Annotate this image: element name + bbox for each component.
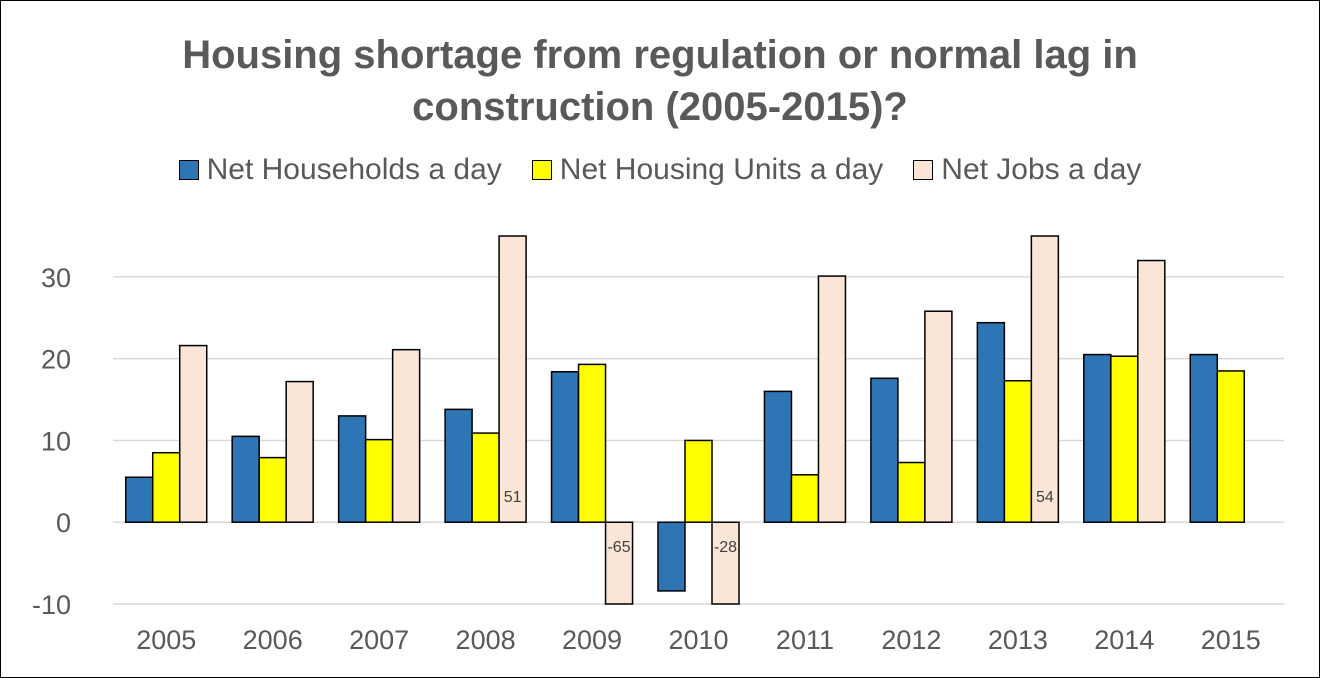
chart-title: Housing shortage from regulation or norm… xyxy=(182,33,1138,129)
bar xyxy=(1083,353,1112,523)
bar xyxy=(124,476,154,523)
bar xyxy=(684,439,713,523)
bar xyxy=(444,408,473,523)
bar xyxy=(1189,353,1219,523)
bar xyxy=(763,390,793,523)
title-box: Housing shortage from regulation or norm… xyxy=(1,29,1319,133)
legend-item: Net Households a day xyxy=(178,153,502,187)
x-tick-label: 2012 xyxy=(881,625,941,655)
bar xyxy=(337,415,367,523)
x-tick-label: 2007 xyxy=(349,625,409,655)
legend-swatch xyxy=(913,160,934,180)
data-label: 51 xyxy=(504,489,522,506)
bar xyxy=(1030,235,1060,523)
x-tick-label: 2006 xyxy=(243,625,303,655)
bar xyxy=(364,438,394,523)
bar xyxy=(604,521,634,605)
bar xyxy=(258,456,287,523)
x-tick-label: 2013 xyxy=(988,625,1048,655)
bar xyxy=(790,474,820,523)
bar xyxy=(711,521,740,605)
bar xyxy=(1110,355,1139,523)
y-tick-label: 20 xyxy=(41,345,71,375)
bar xyxy=(471,432,500,523)
x-tick-label: 2014 xyxy=(1094,625,1154,655)
x-tick-label: 2008 xyxy=(456,625,516,655)
bar xyxy=(285,380,314,523)
bar xyxy=(1003,379,1033,523)
bar xyxy=(151,451,181,523)
bar xyxy=(897,461,926,523)
bar xyxy=(817,275,847,523)
x-tick-label: 2010 xyxy=(668,625,728,655)
legend-label: Net Jobs a day xyxy=(941,153,1142,186)
x-tick-label: 2005 xyxy=(136,625,196,655)
x-tick-label: 2011 xyxy=(776,625,834,655)
y-tick-label: -10 xyxy=(32,590,71,620)
legend-label: Net Households a day xyxy=(206,153,502,186)
bar xyxy=(391,348,421,523)
bar xyxy=(178,344,208,523)
data-label: -28 xyxy=(714,539,737,556)
bar xyxy=(657,521,686,592)
legend-label: Net Housing Units a day xyxy=(559,153,884,186)
bar xyxy=(870,377,899,523)
legend-item: Net Housing Units a day xyxy=(531,153,884,187)
x-tick-label: 2015 xyxy=(1201,625,1261,655)
bar xyxy=(976,321,1006,523)
y-tick-label: 10 xyxy=(41,426,71,456)
bar xyxy=(550,371,580,523)
bar xyxy=(231,435,260,523)
bar xyxy=(1137,259,1166,523)
bar xyxy=(577,363,607,523)
data-label: 54 xyxy=(1036,489,1054,506)
data-label: -65 xyxy=(607,539,630,556)
y-tick-label: 30 xyxy=(41,263,71,293)
x-tick-label: 2009 xyxy=(562,625,622,655)
y-tick-label: 0 xyxy=(56,508,71,538)
legend-item: Net Jobs a day xyxy=(913,153,1141,187)
legend: Net Households a day Net Housing Units a … xyxy=(1,153,1319,187)
legend-swatch xyxy=(531,160,552,180)
bar xyxy=(498,235,527,523)
legend-swatch xyxy=(178,160,199,180)
bar xyxy=(924,310,953,523)
bar xyxy=(1216,370,1246,523)
